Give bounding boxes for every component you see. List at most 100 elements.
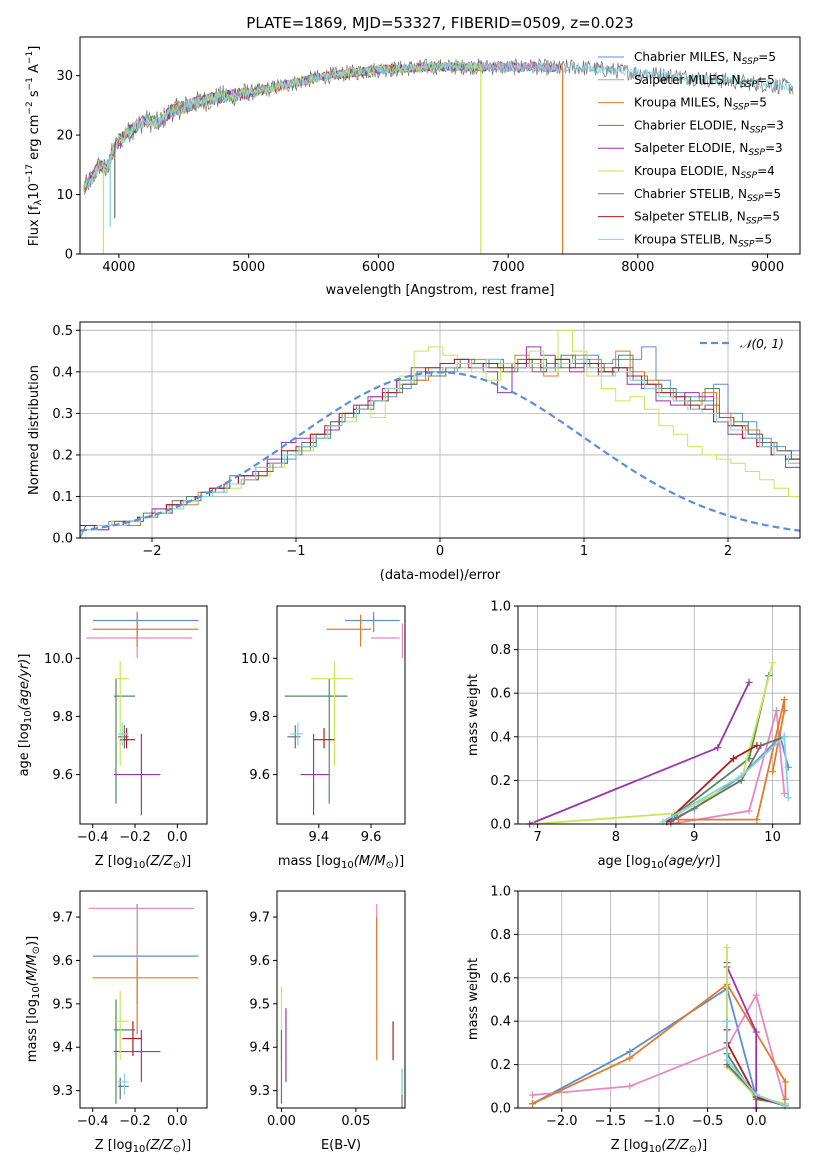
error-point-kroupa-elodie bbox=[115, 661, 129, 766]
legend-entry: Salpeter STELIB, NSSP=5 bbox=[634, 210, 780, 227]
x-tick-label: 0 bbox=[436, 544, 444, 559]
histogram-series-salpeter-stelib bbox=[80, 358, 800, 538]
spectrum-y-axis-label: Flux [fλ10−17 erg cm−2 s−1 A−1] bbox=[25, 46, 44, 247]
mass-weight-line-kroupa-elodie bbox=[533, 662, 774, 825]
age-z-x-axis-label: Z [log10(Z/Z⊙)] bbox=[95, 854, 191, 871]
x-tick-label: −2.0 bbox=[546, 1114, 578, 1129]
x-tick-label: −0.4 bbox=[77, 1114, 109, 1129]
y-tick-label: 9.3 bbox=[249, 1084, 270, 1099]
mass-weight-marker bbox=[753, 816, 761, 824]
legend-entry: Kroupa STELIB, NSSP=5 bbox=[634, 232, 772, 249]
error-point-salpeter-stelib bbox=[122, 1021, 142, 1056]
mw-age-x-axis-label: age [log10(age/yr)] bbox=[598, 854, 721, 871]
x-tick-label: 6000 bbox=[362, 260, 395, 275]
histogram-y-axis-label: Normed distribution bbox=[27, 365, 42, 495]
mass-weight-marker bbox=[753, 742, 761, 750]
mw-z-x-axis-label: Z [log10(Z/Z⊙)] bbox=[611, 1138, 707, 1155]
error-point-kroupa-stelib bbox=[118, 1073, 129, 1095]
y-tick-label: 0.4 bbox=[52, 365, 73, 380]
histogram-x-axis-label: (data-model)/error bbox=[380, 568, 501, 583]
ebv-x-axis-label: E(B-V) bbox=[321, 1138, 361, 1153]
x-tick-label: 8000 bbox=[621, 260, 654, 275]
mass-weight-marker bbox=[723, 1017, 731, 1025]
y-tick-label: 0.0 bbox=[490, 818, 511, 833]
x-tick-label: −1 bbox=[286, 544, 305, 559]
y-tick-label: 9.8 bbox=[52, 710, 73, 725]
y-tick-label: 0.2 bbox=[490, 774, 511, 789]
x-tick-label: 5000 bbox=[232, 260, 265, 275]
mass-weight-marker bbox=[780, 733, 788, 741]
histogram-panel: −2 −1 0 1 2 0.0 0.1 0.2 0.3 0.4 0.5 (data-model)/e… bbox=[27, 321, 801, 583]
mass-weight-marker bbox=[626, 1048, 634, 1056]
spectrum-title: PLATE=1869, MJD=53327, FIBERID=0509, z=0… bbox=[246, 14, 633, 32]
legend-entry: Chabrier ELODIE, NSSP=3 bbox=[634, 118, 784, 135]
age-y-axis-label: age [log10(age/yr)] bbox=[17, 654, 34, 777]
error-point-salpeter-elodie bbox=[300, 733, 330, 816]
x-tick-label: −0.4 bbox=[77, 830, 109, 845]
mw-age-y-axis-label: mass weight bbox=[466, 674, 481, 756]
y-tick-label: 0.8 bbox=[490, 928, 511, 943]
y-tick-label: 30 bbox=[56, 69, 73, 84]
x-tick-label: −0.2 bbox=[119, 830, 151, 845]
age-vs-mass-panel: 9.4 9.6 9.6 9.8 10.0 mass [log10(M/M⊙)] bbox=[241, 605, 406, 871]
mass-weight-marker bbox=[769, 659, 777, 667]
y-tick-label: 9.6 bbox=[52, 954, 73, 969]
mass-weight-line-kroupa-stelib bbox=[726, 1021, 786, 1107]
legend-entry: Kroupa ELODIE, NSSP=4 bbox=[634, 164, 775, 181]
mass-y-axis-label: mass [log10(M/M⊙)] bbox=[25, 936, 42, 1062]
y-tick-label: 1.0 bbox=[490, 885, 511, 900]
error-point-chabrier-miles bbox=[344, 611, 400, 633]
spectrum-line-kroupa-stelib bbox=[83, 61, 794, 189]
error-point-salpeter-stelib bbox=[313, 728, 335, 749]
y-tick-label: 9.5 bbox=[249, 997, 270, 1012]
x-tick-label: 7 bbox=[533, 830, 541, 845]
x-tick-label: −2 bbox=[142, 544, 161, 559]
x-tick-label: 9000 bbox=[751, 260, 784, 275]
mass-weight-marker bbox=[752, 1091, 760, 1099]
mass-weight-marker bbox=[626, 1082, 634, 1090]
massweight-vs-z-panel: −2.0 −1.5 −1.0 −0.5 0.0 0.0 0.2 0.4 0.6 0.8 1.0 Z … bbox=[466, 885, 801, 1155]
x-tick-label: 7000 bbox=[492, 260, 525, 275]
y-tick-label: 20 bbox=[56, 129, 73, 144]
error-point-kroupa-elodie bbox=[115, 990, 129, 1061]
y-tick-label: 1.0 bbox=[490, 600, 511, 615]
x-tick-label: 9.6 bbox=[361, 830, 382, 845]
y-tick-label: 0.2 bbox=[490, 1058, 511, 1073]
error-point-chabrier-elodie bbox=[284, 678, 348, 804]
mass-weight-marker bbox=[780, 789, 788, 797]
mass-weight-marker bbox=[723, 1056, 731, 1064]
y-tick-label: 0.4 bbox=[490, 1015, 511, 1030]
x-tick-label: 0.00 bbox=[267, 1114, 296, 1129]
mass-weight-marker bbox=[780, 696, 788, 704]
mass-weight-line-salpeter-miles bbox=[670, 710, 786, 825]
spectrum-panel: PLATE=1869, MJD=53327, FIBERID=0509, z=0… bbox=[25, 14, 801, 298]
y-tick-label: 0.0 bbox=[52, 532, 73, 547]
mass-weight-marker bbox=[745, 807, 753, 815]
x-tick-label: 9 bbox=[690, 830, 698, 845]
y-tick-label: 9.3 bbox=[52, 1084, 73, 1099]
y-tick-label: 9.7 bbox=[249, 911, 270, 926]
y-tick-label: 0.1 bbox=[52, 490, 73, 505]
error-point-salpeter-miles bbox=[88, 907, 195, 961]
y-tick-label: 9.6 bbox=[249, 954, 270, 969]
error-point-kroupa-miles bbox=[92, 960, 199, 1035]
mass-weight-line-kroupa-stelib bbox=[662, 734, 790, 823]
mass-weight-marker bbox=[626, 1054, 634, 1062]
mass-weight-marker bbox=[784, 794, 792, 802]
x-tick-label: 9.4 bbox=[308, 830, 329, 845]
y-tick-label: 9.7 bbox=[52, 911, 73, 926]
y-tick-label: 9.6 bbox=[249, 768, 270, 783]
x-tick-label: 1 bbox=[580, 544, 588, 559]
mass-weight-marker bbox=[781, 1078, 789, 1086]
mass-weight-marker bbox=[529, 1091, 537, 1099]
error-point-salpeter-elodie bbox=[113, 733, 161, 816]
x-tick-label: 0.0 bbox=[746, 1114, 767, 1129]
mw-z-y-axis-label: mass weight bbox=[466, 958, 481, 1040]
x-tick-label: −1.0 bbox=[643, 1114, 675, 1129]
y-tick-label: 0.6 bbox=[490, 971, 511, 986]
x-tick-label: 0.0 bbox=[167, 1114, 188, 1129]
mass-weight-marker bbox=[714, 744, 722, 752]
y-tick-label: 0 bbox=[65, 248, 73, 263]
mass-weight-marker bbox=[752, 1028, 760, 1036]
